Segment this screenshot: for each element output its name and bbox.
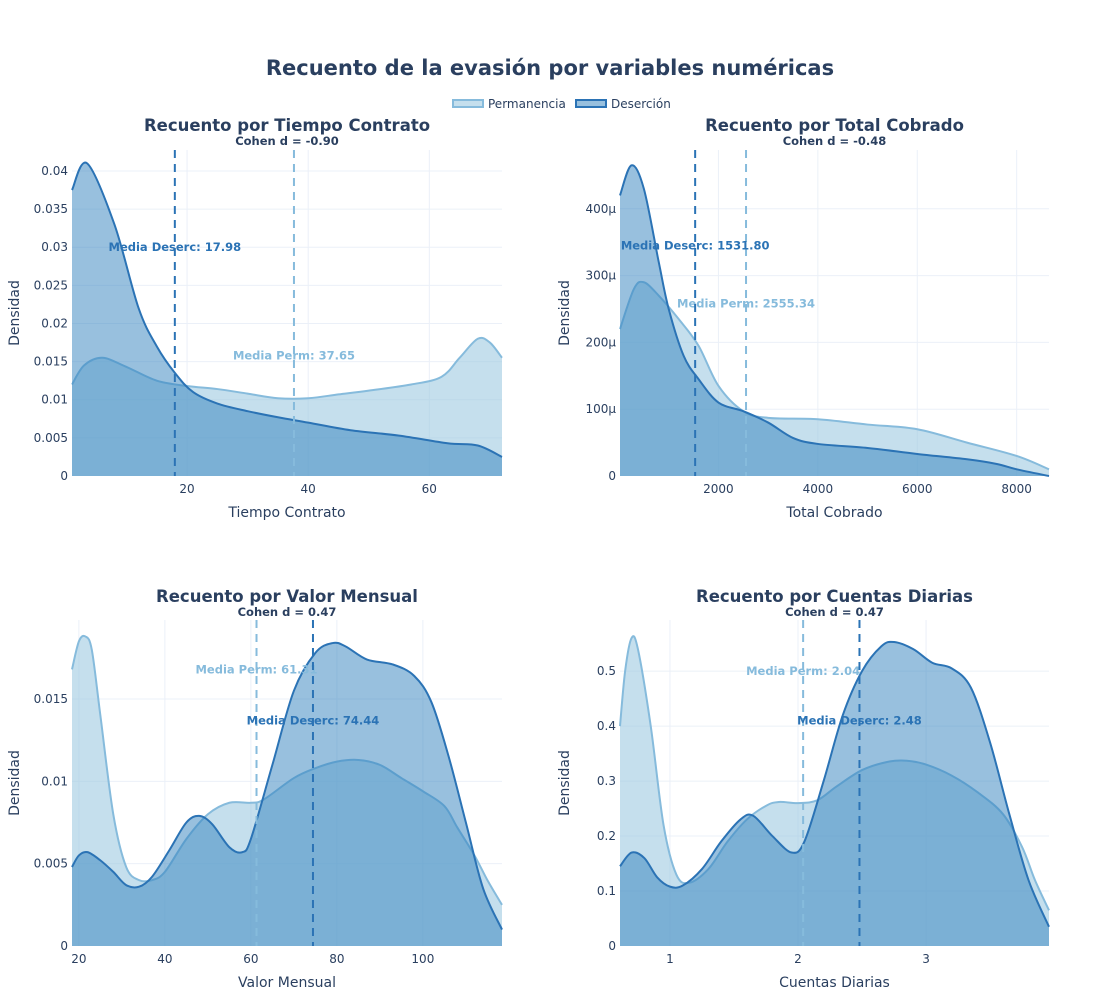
y-tick-label: 0.03 [41,240,68,254]
x-axis-title: Total Cobrado [785,505,882,521]
x-tick-label: 3 [922,952,930,966]
x-tick-label: 80 [329,952,344,966]
y-tick-label: 0.2 [597,829,616,843]
y-tick-label: 0.02 [41,316,68,330]
cohen-d-label: Cohen d = 0.47 [238,605,337,619]
x-tick-label: 2 [794,952,802,966]
y-axis-title: Densidad [557,750,573,816]
x-tick-label: 8000 [1001,482,1032,496]
legend[interactable]: Permanencia Deserción [452,97,671,111]
y-tick-label: 0.01 [41,774,68,788]
x-tick-label: 4000 [803,482,834,496]
y-axis-title: Densidad [7,750,23,816]
y-tick-label: 0.3 [597,774,616,788]
subplot-3: 20 40 60 80 100 0 0.005 0.01 0.015 Media Perm: 61… [7,587,503,991]
density-area-desercion [72,162,502,476]
x-tick-label: 40 [301,482,316,496]
mean-annotation-permanencia: Media Perm: 61.31 [195,662,317,676]
y-tick-label: 0.4 [597,719,616,733]
y-tick-label: 0 [60,939,68,953]
subplot-title: Recuento por Cuentas Diarias [696,587,973,606]
legend-swatch-desercion[interactable] [575,99,607,108]
x-tick-label: 60 [422,482,437,496]
subplot-2: 2000 4000 6000 8000 0 100μ 200μ 300μ 400μ Media P… [557,116,1050,521]
subplot-4: 1 2 3 0 0.1 0.2 0.3 0.4 0.5 Media Perm: 2.04 Media… [557,587,1050,991]
cohen-d-label: Cohen d = 0.47 [785,605,884,619]
y-tick-label: 0 [608,469,616,483]
y-tick-label: 200μ [585,335,616,349]
x-axis-title: Tiempo Contrato [227,505,345,521]
y-tick-label: 0.1 [597,884,616,898]
density-line-desercion [619,640,1050,928]
density-area-desercion [620,165,1049,476]
y-tick-label: 0.025 [34,278,68,292]
x-tick-label: 60 [243,952,258,966]
y-tick-label: 0.035 [34,202,68,216]
mean-annotation-permanencia: Media Perm: 2555.34 [677,297,815,311]
density-area-desercion [72,642,502,946]
x-tick-label: 6000 [902,482,933,496]
mean-annotation-desercion: Media Deserc: 17.98 [109,240,242,254]
density-line-desercion [619,164,1050,477]
x-tick-label: 20 [71,952,86,966]
x-tick-label: 1 [666,952,674,966]
y-tick-label: 400μ [585,202,616,216]
mean-annotation-permanencia: Media Perm: 37.65 [233,349,355,363]
y-tick-label: 0 [608,939,616,953]
y-tick-label: 100μ [585,402,616,416]
x-tick-label: 20 [179,482,194,496]
legend-label-permanencia[interactable]: Permanencia [488,97,566,111]
cohen-d-label: Cohen d = -0.90 [235,134,339,148]
cohen-d-label: Cohen d = -0.48 [783,134,887,148]
y-tick-label: 0.01 [41,393,68,407]
density-area-desercion [620,641,1049,946]
subplot-title: Recuento por Valor Mensual [156,587,418,606]
x-axis-title: Valor Mensual [238,975,336,991]
y-axis-title: Densidad [7,280,23,346]
x-tick-label: 2000 [703,482,734,496]
y-tick-label: 0.015 [34,355,68,369]
y-tick-label: 0.005 [34,431,68,445]
y-tick-label: 0 [60,469,68,483]
legend-label-desercion[interactable]: Deserción [611,97,671,111]
legend-swatch-permanencia[interactable] [452,99,484,108]
subplot-1: 20 40 60 0 0.005 0.01 0.015 0.02 0.025 0.03 0.035 0… [7,116,503,521]
mean-annotation-permanencia: Media Perm: 2.04 [746,664,860,678]
y-axis-title: Densidad [557,280,573,346]
density-line-desercion [71,161,503,458]
density-line-desercion [71,641,503,930]
y-tick-label: 300μ [585,269,616,283]
subplot-title: Recuento por Total Cobrado [705,116,964,135]
mean-annotation-desercion: Media Deserc: 2.48 [797,714,922,728]
mean-annotation-desercion: Media Deserc: 74.44 [247,713,380,727]
y-tick-label: 0.5 [597,664,616,678]
x-tick-label: 40 [157,952,172,966]
subplot-title: Recuento por Tiempo Contrato [144,116,430,135]
mean-annotation-desercion: Media Deserc: 1531.80 [621,239,770,253]
x-axis-title: Cuentas Diarias [779,975,890,991]
figure-title: Recuento de la evasión por variables num… [266,56,834,80]
x-tick-label: 100 [411,952,434,966]
y-tick-label: 0.005 [34,857,68,871]
y-tick-label: 0.015 [34,692,68,706]
y-tick-label: 0.04 [41,164,68,178]
